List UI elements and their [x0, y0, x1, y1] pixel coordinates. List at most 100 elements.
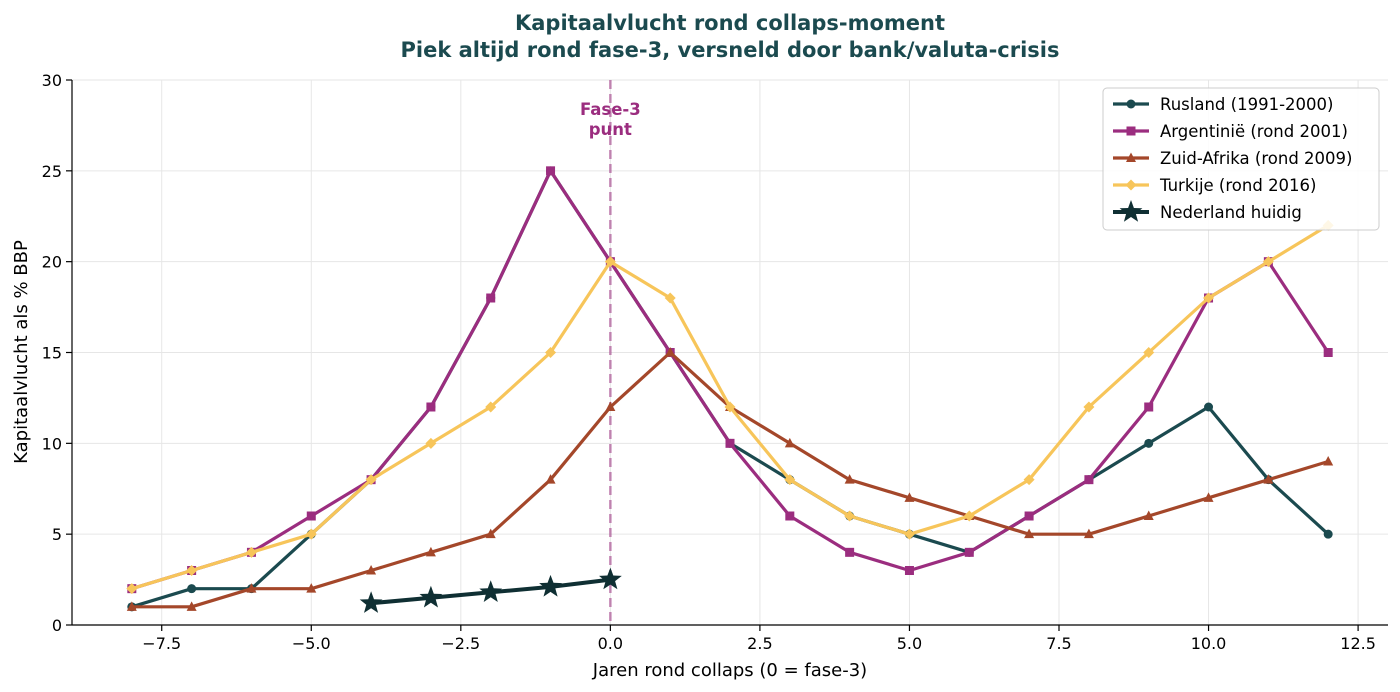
legend-box — [1102, 87, 1380, 231]
series-3-point-2 — [245, 546, 257, 558]
series-2-point-6 — [485, 528, 496, 539]
x-tick-label-5: 5.0 — [897, 634, 922, 653]
chart-title-line2: Piek altijd rond fase-3, versneld door b… — [401, 38, 1060, 62]
series-1-point-16 — [1084, 475, 1094, 485]
series-3-point-13 — [903, 528, 915, 540]
legend-item-2: Zuid-Afrika (rond 2009) — [1113, 149, 1352, 168]
series-3-point-7 — [545, 347, 557, 358]
series-2-point-13 — [904, 492, 915, 502]
series-3-point-1 — [186, 565, 198, 576]
series-1-point-13 — [904, 566, 914, 575]
series-0-point-1 — [187, 584, 197, 594]
series-3-point-16 — [1083, 401, 1095, 413]
ticks: −7.5 −5.0 −2.5 0.0 2.5 5.0 7.5 10.0 12.5 0 5 10 15 20… — [42, 71, 1376, 653]
y-tick-label-5: 25 — [42, 162, 62, 181]
series-2-point-0 — [126, 601, 137, 611]
series-3-point-18 — [1203, 292, 1215, 304]
legend-label-0: Rusland (1991-2000) — [1160, 95, 1333, 114]
series-2-point-17 — [1143, 510, 1154, 520]
series-2-point-9 — [665, 347, 676, 357]
series-2-point-15 — [1024, 528, 1035, 539]
y-axis-label: Kapitaalvlucht als % BBP — [11, 240, 32, 464]
x-tick-label-0: −7.5 — [142, 634, 181, 653]
series-group — [126, 166, 1334, 613]
y-tick-label-1: 5 — [52, 525, 62, 544]
annotation-group: Fase-3 punt — [580, 80, 641, 625]
legend: Rusland (1991-2000) Argentinië (rond 2001… — [1102, 87, 1380, 231]
legend-marker-2 — [1126, 152, 1136, 162]
legend-label-1: Argentinië (rond 2001) — [1160, 122, 1348, 141]
x-tick-label-4: 2.5 — [747, 634, 772, 653]
series-1-point-15 — [1024, 511, 1034, 521]
series-2-point-4 — [366, 565, 377, 575]
phase3-label-line2: punt — [589, 120, 632, 139]
series-0-point-20 — [1323, 529, 1333, 539]
series-3-point-3 — [305, 528, 317, 540]
x-tick-label-8: 12.5 — [1340, 634, 1376, 653]
x-axis-label: Jaren rond collaps (0 = fase-3) — [592, 660, 867, 681]
y-tick-label-2: 10 — [42, 434, 62, 453]
x-tick-label-7: 10.0 — [1191, 634, 1227, 653]
legend-label-3: Turkije (rond 2016) — [1159, 176, 1317, 195]
chart-title-line1: Kapitaalvlucht rond collaps-moment — [515, 11, 945, 35]
series-3-point-5 — [425, 437, 437, 449]
series-1-point-20 — [1323, 348, 1333, 357]
series-1-point-6 — [486, 293, 496, 303]
series-3-point-11 — [784, 474, 796, 486]
series-3-point-8 — [604, 256, 616, 268]
series-2-point-5 — [425, 546, 436, 557]
series-4-point-0 — [359, 591, 383, 613]
series-1-point-5 — [426, 402, 436, 412]
legend-label-2: Zuid-Afrika (rond 2009) — [1160, 149, 1352, 168]
legend-marker-0 — [1126, 99, 1136, 109]
series-3-point-17 — [1143, 347, 1155, 358]
legend-item-4: Nederland huidig — [1113, 200, 1302, 222]
legend-item-3: Turkije (rond 2016) — [1113, 176, 1317, 195]
series-0-point-18 — [1204, 402, 1214, 412]
series-4-point-1 — [419, 585, 443, 608]
x-tick-label-3: 0.0 — [598, 634, 623, 653]
x-tick-label-1: −5.0 — [292, 634, 331, 653]
series-2-point-19 — [1263, 474, 1274, 484]
series-3 — [126, 219, 1334, 595]
series-4-point-2 — [479, 580, 503, 602]
series-3-point-10 — [724, 401, 736, 413]
y-tick-label-3: 15 — [42, 344, 62, 363]
legend-label-4: Nederland huidig — [1160, 203, 1302, 222]
series-4 — [359, 567, 622, 613]
series-2-point-8 — [605, 401, 616, 411]
series-1-point-14 — [964, 547, 974, 557]
series-1-point-7 — [546, 166, 556, 176]
series-2-point-12 — [844, 474, 855, 484]
series-3-point-4 — [365, 474, 377, 486]
series-3-point-0 — [126, 583, 138, 595]
series-1-point-10 — [725, 438, 735, 448]
series-4-point-4 — [599, 567, 622, 590]
series-2-point-1 — [186, 601, 197, 611]
legend-item-0: Rusland (1991-2000) — [1113, 95, 1333, 114]
series-3-point-19 — [1262, 256, 1274, 268]
series-2-point-20 — [1323, 456, 1334, 466]
series-3-point-9 — [664, 292, 676, 304]
series-2-point-7 — [545, 474, 556, 484]
series-1-point-12 — [845, 547, 855, 557]
phase3-label-line1: Fase-3 — [580, 100, 641, 119]
series-3-point-15 — [1023, 474, 1035, 486]
series-2-point-11 — [784, 437, 795, 448]
series-0 — [127, 166, 1333, 612]
series-3-point-6 — [485, 401, 497, 413]
series-3-point-14 — [963, 510, 975, 522]
x-tick-label-2: −2.5 — [441, 634, 480, 653]
series-0-point-17 — [1144, 438, 1154, 448]
series-2-point-2 — [246, 583, 257, 593]
legend-item-1: Argentinië (rond 2001) — [1113, 122, 1348, 141]
series-2-point-3 — [306, 583, 317, 593]
series-2-point-18 — [1203, 492, 1214, 502]
series-1-point-3 — [306, 511, 316, 521]
series-2 — [126, 347, 1334, 611]
y-tick-label-6: 30 — [42, 71, 62, 90]
legend-marker-3 — [1125, 179, 1137, 191]
series-1-point-17 — [1144, 402, 1154, 412]
series-3-point-12 — [844, 510, 856, 522]
